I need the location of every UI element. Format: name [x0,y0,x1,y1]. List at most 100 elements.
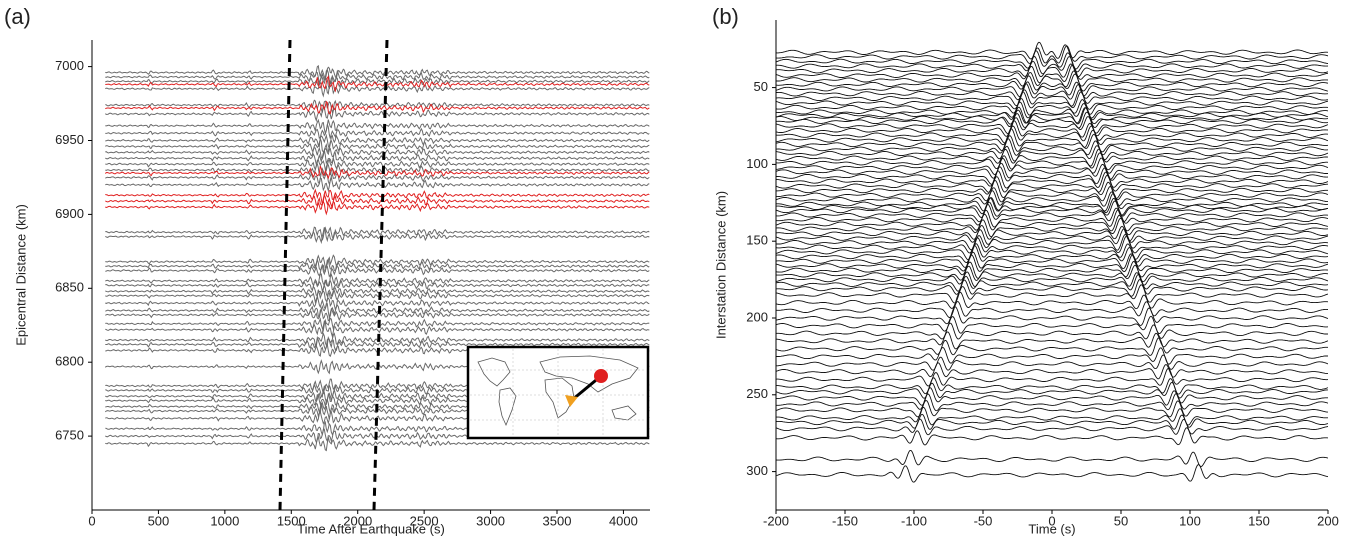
trace [105,307,650,322]
trace [776,41,1328,60]
trace [776,60,1328,78]
trace [776,235,1328,254]
trace [776,170,1328,189]
trace [776,306,1328,326]
trace [776,89,1328,107]
trace [776,91,1328,110]
trace [776,399,1328,418]
trace [776,243,1328,261]
trace [776,274,1328,292]
trace [776,83,1328,101]
panel-b: (b) -200 -150 -100 -50 0 50 100 150 200 50 100 150 20… [712,4,1339,537]
y-tick-label: 150 [746,233,768,248]
trace [776,368,1328,387]
trace [776,162,1328,180]
trace [776,322,1328,340]
x-tick-label: 150 [1248,513,1270,528]
trace [776,354,1328,371]
trace [105,303,650,319]
trace [776,217,1328,238]
x-tick-label: 50 [1114,513,1128,528]
trace [776,278,1328,297]
trace [776,245,1328,263]
trace [776,70,1328,88]
graticule [470,349,646,436]
trace [776,50,1328,70]
panel-label: (a) [4,4,31,29]
trace [776,381,1328,399]
x-tick-label: 2500 [410,513,439,528]
trace [105,146,650,160]
x-tick-label: 0 [1048,513,1055,528]
y-tick-label: 6900 [55,206,84,221]
trace [105,200,650,216]
trace [104,165,650,180]
trace [105,118,650,136]
trace [776,125,1328,144]
trace [776,192,1328,212]
trace [105,99,650,114]
trace [776,179,1328,199]
x-tick-label: 3500 [543,513,572,528]
trace [776,347,1328,365]
trace [776,464,1328,483]
trace [105,273,650,287]
trace [105,317,650,333]
trace [105,257,650,273]
trace [105,175,650,193]
trace [105,193,650,210]
x-tick-label: 1500 [277,513,306,528]
trace [105,136,650,153]
trace [776,427,1328,446]
trace [776,45,1328,64]
y-tick-label: 6950 [55,132,84,147]
x-tick-label: 2000 [343,513,372,528]
trace [105,320,650,339]
trace [776,260,1328,279]
coastlines [477,355,639,427]
trace [776,406,1328,426]
trace [776,251,1328,270]
trace [105,79,650,98]
x-tick-label: -200 [763,513,789,528]
y-tick-label: 300 [746,463,768,478]
trace [776,377,1328,395]
trace [776,387,1328,406]
trace [776,300,1328,318]
epicenter [594,369,608,383]
trace [776,362,1328,380]
x-tick-label: -50 [974,513,993,528]
trace [776,73,1328,92]
trace [105,75,650,90]
trace [776,228,1328,245]
x-tick-label: 3000 [476,513,505,528]
trace [105,254,650,269]
trace [776,152,1328,171]
x-tick-label: 500 [148,513,170,528]
trace [776,81,1328,98]
trace [105,75,650,93]
y-tick-label: 200 [746,309,768,324]
trace [776,413,1328,430]
trace [776,120,1328,138]
trace [776,393,1328,412]
x-tick-label: -100 [901,513,927,528]
trace [776,106,1328,124]
x-tick-label: -150 [832,513,858,528]
x-axis-label: Time After Earthquake (s) [297,521,445,536]
x-tick-label: 200 [1317,513,1339,528]
trace [105,105,650,123]
trace [105,157,650,172]
trace [105,263,650,278]
y-axis-label: Interstation Distance (km) [713,191,728,339]
trace [105,435,650,452]
y-axis-label: Epicentral Distance (km) [13,204,28,346]
trace [776,209,1328,228]
y-tick-label: 50 [754,79,768,94]
y-tick-label: 250 [746,386,768,401]
trace [105,226,650,241]
y-tick-label: 100 [746,156,768,171]
trace [776,148,1328,167]
x-tick-label: 100 [1179,513,1201,528]
x-tick-label: 4000 [609,513,638,528]
